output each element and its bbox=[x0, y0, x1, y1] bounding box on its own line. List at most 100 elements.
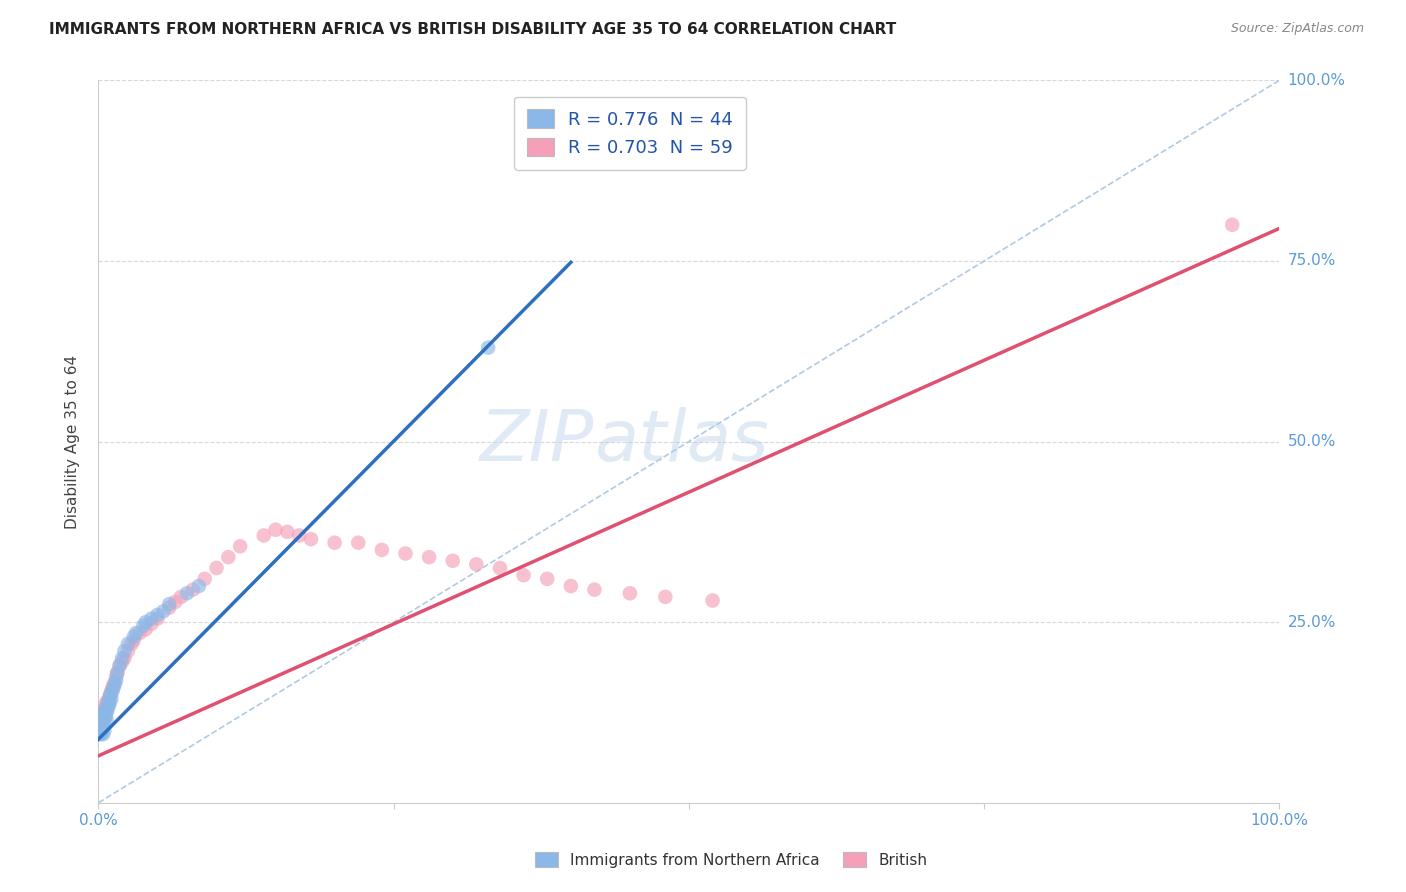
Point bbox=[104, 676, 127, 690]
Point bbox=[128, 626, 150, 640]
Point bbox=[93, 713, 115, 727]
Point bbox=[229, 539, 252, 553]
Text: ZIP: ZIP bbox=[479, 407, 595, 476]
Point bbox=[217, 550, 239, 565]
Point bbox=[583, 582, 606, 597]
Point bbox=[170, 590, 193, 604]
Point bbox=[91, 713, 114, 727]
Point bbox=[194, 572, 217, 586]
Point bbox=[477, 341, 499, 355]
Point bbox=[205, 561, 228, 575]
Point bbox=[90, 716, 112, 731]
Point bbox=[98, 691, 121, 706]
Point bbox=[98, 698, 121, 713]
Text: atlas: atlas bbox=[595, 407, 769, 476]
Point bbox=[560, 579, 582, 593]
Point bbox=[91, 713, 114, 727]
Point bbox=[101, 683, 124, 698]
Point bbox=[299, 532, 322, 546]
Point bbox=[89, 723, 111, 738]
Point bbox=[135, 623, 157, 637]
Text: 50.0%: 50.0% bbox=[1288, 434, 1336, 449]
Point bbox=[117, 637, 139, 651]
Point bbox=[536, 572, 558, 586]
Point bbox=[512, 568, 534, 582]
Y-axis label: Disability Age 35 to 64: Disability Age 35 to 64 bbox=[65, 354, 80, 529]
Point bbox=[176, 586, 198, 600]
Point bbox=[264, 523, 287, 537]
Point bbox=[108, 658, 131, 673]
Point bbox=[94, 698, 117, 713]
Point bbox=[93, 706, 115, 720]
Point bbox=[122, 633, 145, 648]
Text: Source: ZipAtlas.com: Source: ZipAtlas.com bbox=[1230, 22, 1364, 36]
Point bbox=[288, 528, 311, 542]
Point bbox=[100, 691, 122, 706]
Point bbox=[122, 630, 145, 644]
Point bbox=[165, 595, 187, 609]
Point bbox=[323, 535, 346, 549]
Point bbox=[105, 673, 128, 687]
Point bbox=[94, 706, 117, 720]
Text: 100.0%: 100.0% bbox=[1288, 73, 1346, 87]
Point bbox=[181, 582, 204, 597]
Point bbox=[98, 695, 121, 709]
Point bbox=[96, 702, 118, 716]
Point bbox=[97, 698, 120, 713]
Point bbox=[135, 615, 157, 630]
Point bbox=[489, 561, 512, 575]
Point bbox=[91, 709, 114, 723]
Point bbox=[441, 554, 464, 568]
Point bbox=[105, 665, 128, 680]
Point bbox=[90, 716, 112, 731]
Point bbox=[98, 687, 121, 701]
Point bbox=[94, 702, 117, 716]
Point bbox=[347, 535, 370, 549]
Point bbox=[1220, 218, 1243, 232]
Point bbox=[112, 651, 135, 665]
Point bbox=[253, 528, 276, 542]
Point bbox=[132, 619, 155, 633]
Point bbox=[157, 597, 180, 611]
Point bbox=[91, 720, 114, 734]
Point bbox=[93, 723, 115, 738]
Point bbox=[418, 550, 440, 565]
Point bbox=[91, 723, 114, 738]
Point bbox=[152, 604, 174, 618]
Text: 75.0%: 75.0% bbox=[1288, 253, 1336, 268]
Point bbox=[141, 611, 163, 625]
Point bbox=[654, 590, 676, 604]
Point bbox=[112, 644, 135, 658]
Point bbox=[108, 658, 131, 673]
Point bbox=[90, 723, 112, 738]
Point bbox=[96, 713, 118, 727]
Point bbox=[93, 709, 115, 723]
Point bbox=[91, 727, 114, 741]
Point bbox=[94, 709, 117, 723]
Text: IMMIGRANTS FROM NORTHERN AFRICA VS BRITISH DISABILITY AGE 35 TO 64 CORRELATION C: IMMIGRANTS FROM NORTHERN AFRICA VS BRITI… bbox=[49, 22, 897, 37]
Point bbox=[394, 547, 416, 561]
Point bbox=[125, 626, 148, 640]
Point bbox=[97, 702, 120, 716]
Point bbox=[91, 716, 114, 731]
Point bbox=[100, 683, 122, 698]
Point bbox=[105, 669, 128, 683]
Point bbox=[91, 713, 114, 727]
Point bbox=[103, 676, 125, 690]
Point bbox=[91, 706, 114, 720]
Point bbox=[702, 593, 724, 607]
Point bbox=[105, 665, 128, 680]
Point bbox=[96, 706, 118, 720]
Point bbox=[157, 600, 180, 615]
Point bbox=[276, 524, 298, 539]
Point bbox=[97, 695, 120, 709]
Point bbox=[141, 616, 163, 631]
Point bbox=[93, 702, 115, 716]
Point bbox=[371, 542, 394, 557]
Point bbox=[103, 680, 125, 694]
Point bbox=[465, 558, 488, 572]
Point bbox=[89, 720, 111, 734]
Point bbox=[187, 579, 209, 593]
Point bbox=[619, 586, 641, 600]
Legend: R = 0.776  N = 44, R = 0.703  N = 59: R = 0.776 N = 44, R = 0.703 N = 59 bbox=[515, 96, 745, 169]
